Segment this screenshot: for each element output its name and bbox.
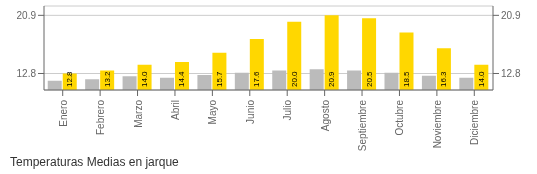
svg-text:14.0: 14.0 [477, 71, 486, 87]
html-text:Temperaturas Medias en jarque: Temperaturas Medias en jarque [10, 155, 179, 169]
svg-text:13.2: 13.2 [103, 71, 112, 87]
svg-text:Noviembre: Noviembre [432, 100, 443, 149]
svg-text:15.7: 15.7 [215, 71, 224, 87]
svg-text:Enero: Enero [58, 100, 69, 127]
svg-text:20.9: 20.9 [17, 10, 37, 21]
svg-text:20.0: 20.0 [290, 71, 299, 87]
svg-text:20.5: 20.5 [365, 71, 374, 87]
svg-text:14.4: 14.4 [177, 71, 186, 87]
svg-text:20.9: 20.9 [501, 10, 521, 21]
svg-text:12.8: 12.8 [65, 71, 74, 87]
svg-text:16.3: 16.3 [439, 71, 448, 87]
svg-text:Septiembre: Septiembre [357, 100, 368, 152]
svg-text:14.0: 14.0 [140, 71, 149, 87]
svg-text:20.9: 20.9 [327, 71, 336, 87]
svg-text:Marzo: Marzo [133, 100, 144, 128]
svg-text:Agosto: Agosto [320, 100, 331, 132]
svg-text:Mayo: Mayo [207, 100, 218, 125]
svg-text:Diciembre: Diciembre [469, 100, 480, 145]
svg-text:17.6: 17.6 [252, 71, 261, 87]
svg-text:Junio: Junio [245, 100, 256, 124]
svg-text:Febrero: Febrero [95, 100, 106, 135]
svg-text:12.8: 12.8 [17, 68, 37, 79]
svg-text:Abril: Abril [170, 100, 181, 120]
svg-text:Octubre: Octubre [394, 100, 405, 136]
svg-text:18.5: 18.5 [402, 71, 411, 87]
svg-text:Julio: Julio [282, 100, 293, 121]
svg-text:12.8: 12.8 [501, 68, 521, 79]
